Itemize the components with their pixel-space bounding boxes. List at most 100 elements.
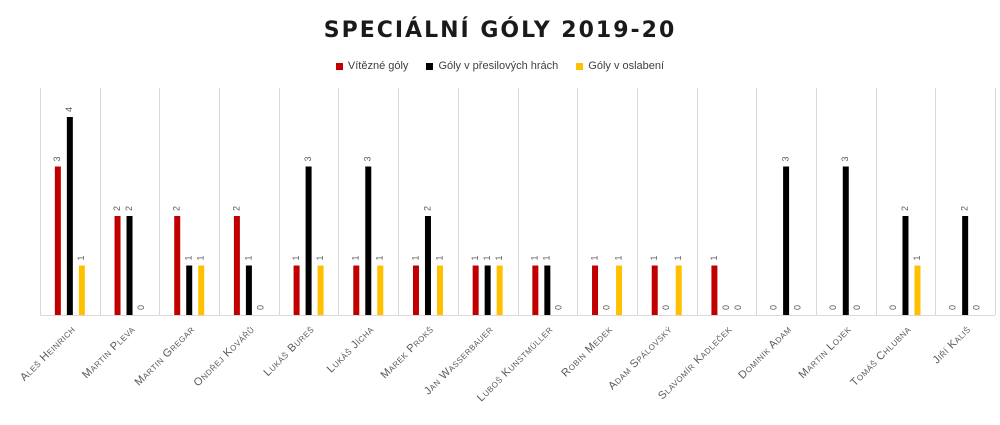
data-label: 0: [136, 305, 146, 310]
data-label: 0: [554, 305, 564, 310]
data-label: 1: [291, 255, 301, 260]
data-label: 1: [542, 255, 552, 260]
bar-vitezne-goly-marek-proks: [412, 265, 419, 315]
bar-goly-v-presilovych-hrach-martin-gregar: [186, 265, 193, 315]
bar-goly-v-presilovych-hrach-ales-heinrich: [66, 117, 73, 315]
bar-goly-v-oslabeni-marek-proks: [436, 265, 443, 315]
bar-vitezne-goly-lukas-jicha: [353, 265, 360, 315]
data-label: 0: [601, 305, 611, 310]
bar-goly-v-presilovych-hrach-martin-pleva: [126, 216, 133, 315]
data-label: 1: [434, 255, 444, 260]
bar-vitezne-goly-robin-medek: [592, 265, 599, 315]
bar-goly-v-oslabeni-adam-spalovsky: [675, 265, 682, 315]
data-label: 0: [768, 305, 778, 310]
data-label: 2: [231, 206, 241, 211]
bar-goly-v-presilovych-hrach-martin-lojek: [842, 166, 849, 315]
bar-goly-v-presilovych-hrach-lukas-bures: [305, 166, 312, 315]
data-label: 0: [888, 305, 898, 310]
data-label: 0: [661, 305, 671, 310]
data-label: 1: [613, 255, 623, 260]
data-label: 3: [840, 156, 850, 161]
data-label: 2: [960, 206, 970, 211]
data-label: 1: [76, 255, 86, 260]
data-label: 2: [900, 206, 910, 211]
bar-goly-v-presilovych-hrach-lukas-jicha: [365, 166, 372, 315]
bar-vitezne-goly-jan-wasserbauer: [472, 265, 479, 315]
bar-goly-v-presilovych-hrach-ondrej-kovaru: [245, 265, 252, 315]
bar-goly-v-oslabeni-jan-wasserbauer: [496, 265, 503, 315]
data-label: 1: [673, 255, 683, 260]
category-label: Ondřej Kovářů: [192, 324, 257, 389]
category-label: Robin Medek: [559, 324, 615, 380]
category-label: Lukáš Bureš: [262, 324, 317, 379]
data-label: 2: [172, 206, 182, 211]
category-label: Marek Prokš: [378, 324, 436, 382]
data-label: 1: [351, 255, 361, 260]
data-label: 4: [64, 107, 74, 112]
data-label: 1: [482, 255, 492, 260]
bar-vitezne-goly-adam-spalovsky: [651, 265, 658, 315]
category-label: Jiří Kališ: [931, 324, 974, 367]
legend-label-presilovky: Góly v přesilových hrách: [438, 60, 559, 72]
legend-label-oslabeni: Góly v oslabení: [588, 60, 665, 72]
data-label: 1: [375, 255, 385, 260]
bar-goly-v-presilovych-hrach-tomas-chlubna: [902, 216, 909, 315]
data-label: 3: [52, 156, 62, 161]
chart-title: SPECIÁLNÍ GÓLY 2019-20: [323, 18, 677, 43]
bar-goly-v-oslabeni-lukas-bures: [317, 265, 324, 315]
legend-swatch-presilovky: [426, 62, 434, 70]
data-label: 2: [124, 206, 134, 211]
data-label: 1: [649, 255, 659, 260]
bar-vitezne-goly-ales-heinrich: [54, 166, 61, 315]
data-label: 0: [255, 305, 265, 310]
legend-swatch-oslabeni: [576, 62, 584, 70]
data-label: 0: [948, 305, 958, 310]
data-label: 1: [494, 255, 504, 260]
bar-goly-v-presilovych-hrach-dominik-adam: [783, 166, 790, 315]
category-label: Martin Gregar: [133, 324, 198, 389]
category-label: Dominik Adam: [736, 324, 794, 382]
bar-vitezne-goly-lukas-bures: [293, 265, 300, 315]
bar-goly-v-presilovych-hrach-marek-proks: [424, 216, 431, 315]
legend-item-oslabeni: Góly v oslabení: [576, 60, 664, 72]
legend: Vítězné góly Góly v přesilových hrách Gó…: [0, 60, 1000, 72]
data-label: 1: [470, 255, 480, 260]
data-label: 0: [852, 305, 862, 310]
bar-goly-v-oslabeni-robin-medek: [616, 265, 623, 315]
data-label: 2: [422, 206, 432, 211]
bar-vitezne-goly-slavomir-kadlecek: [711, 265, 718, 315]
legend-item-presilovky: Góly v přesilových hrách: [426, 60, 558, 72]
legend-label-vitezne-goly: Vítězné góly: [347, 60, 409, 72]
data-label: 0: [972, 305, 982, 310]
bar-goly-v-oslabeni-ales-heinrich: [78, 265, 85, 315]
category-label: Martin Pleva: [80, 324, 138, 382]
category-label: Lukáš Jícha: [325, 324, 377, 376]
data-label: 1: [410, 255, 420, 260]
category-label: Martin Lojek: [797, 324, 854, 381]
bar-goly-v-oslabeni-lukas-jicha: [377, 265, 384, 315]
data-label: 0: [792, 305, 802, 310]
data-label: 3: [303, 156, 313, 161]
bar-goly-v-oslabeni-tomas-chlubna: [914, 265, 921, 315]
data-label: 1: [196, 255, 206, 260]
data-label: 2: [112, 206, 122, 211]
data-label: 3: [780, 156, 790, 161]
data-label: 1: [315, 255, 325, 260]
legend-swatch-vitezne-goly: [335, 62, 343, 70]
data-label: 0: [828, 305, 838, 310]
data-label: 1: [530, 255, 540, 260]
category-label: Adam Spálovský: [606, 324, 675, 393]
data-label: 1: [184, 255, 194, 260]
bar-goly-v-presilovych-hrach-jiri-kalis: [962, 216, 969, 315]
bar-goly-v-oslabeni-martin-gregar: [198, 265, 205, 315]
data-label: 1: [709, 255, 719, 260]
data-label: 1: [912, 255, 922, 260]
data-label: 3: [363, 156, 373, 161]
data-label: 1: [243, 255, 253, 260]
legend-item-vitezne-goly: Vítězné góly: [335, 60, 409, 72]
data-label: 0: [733, 305, 743, 310]
bar-vitezne-goly-ondrej-kovaru: [233, 216, 240, 315]
category-label: Aleš Heinrich: [18, 324, 78, 384]
bar-vitezne-goly-lubos-kunstmuller: [532, 265, 539, 315]
